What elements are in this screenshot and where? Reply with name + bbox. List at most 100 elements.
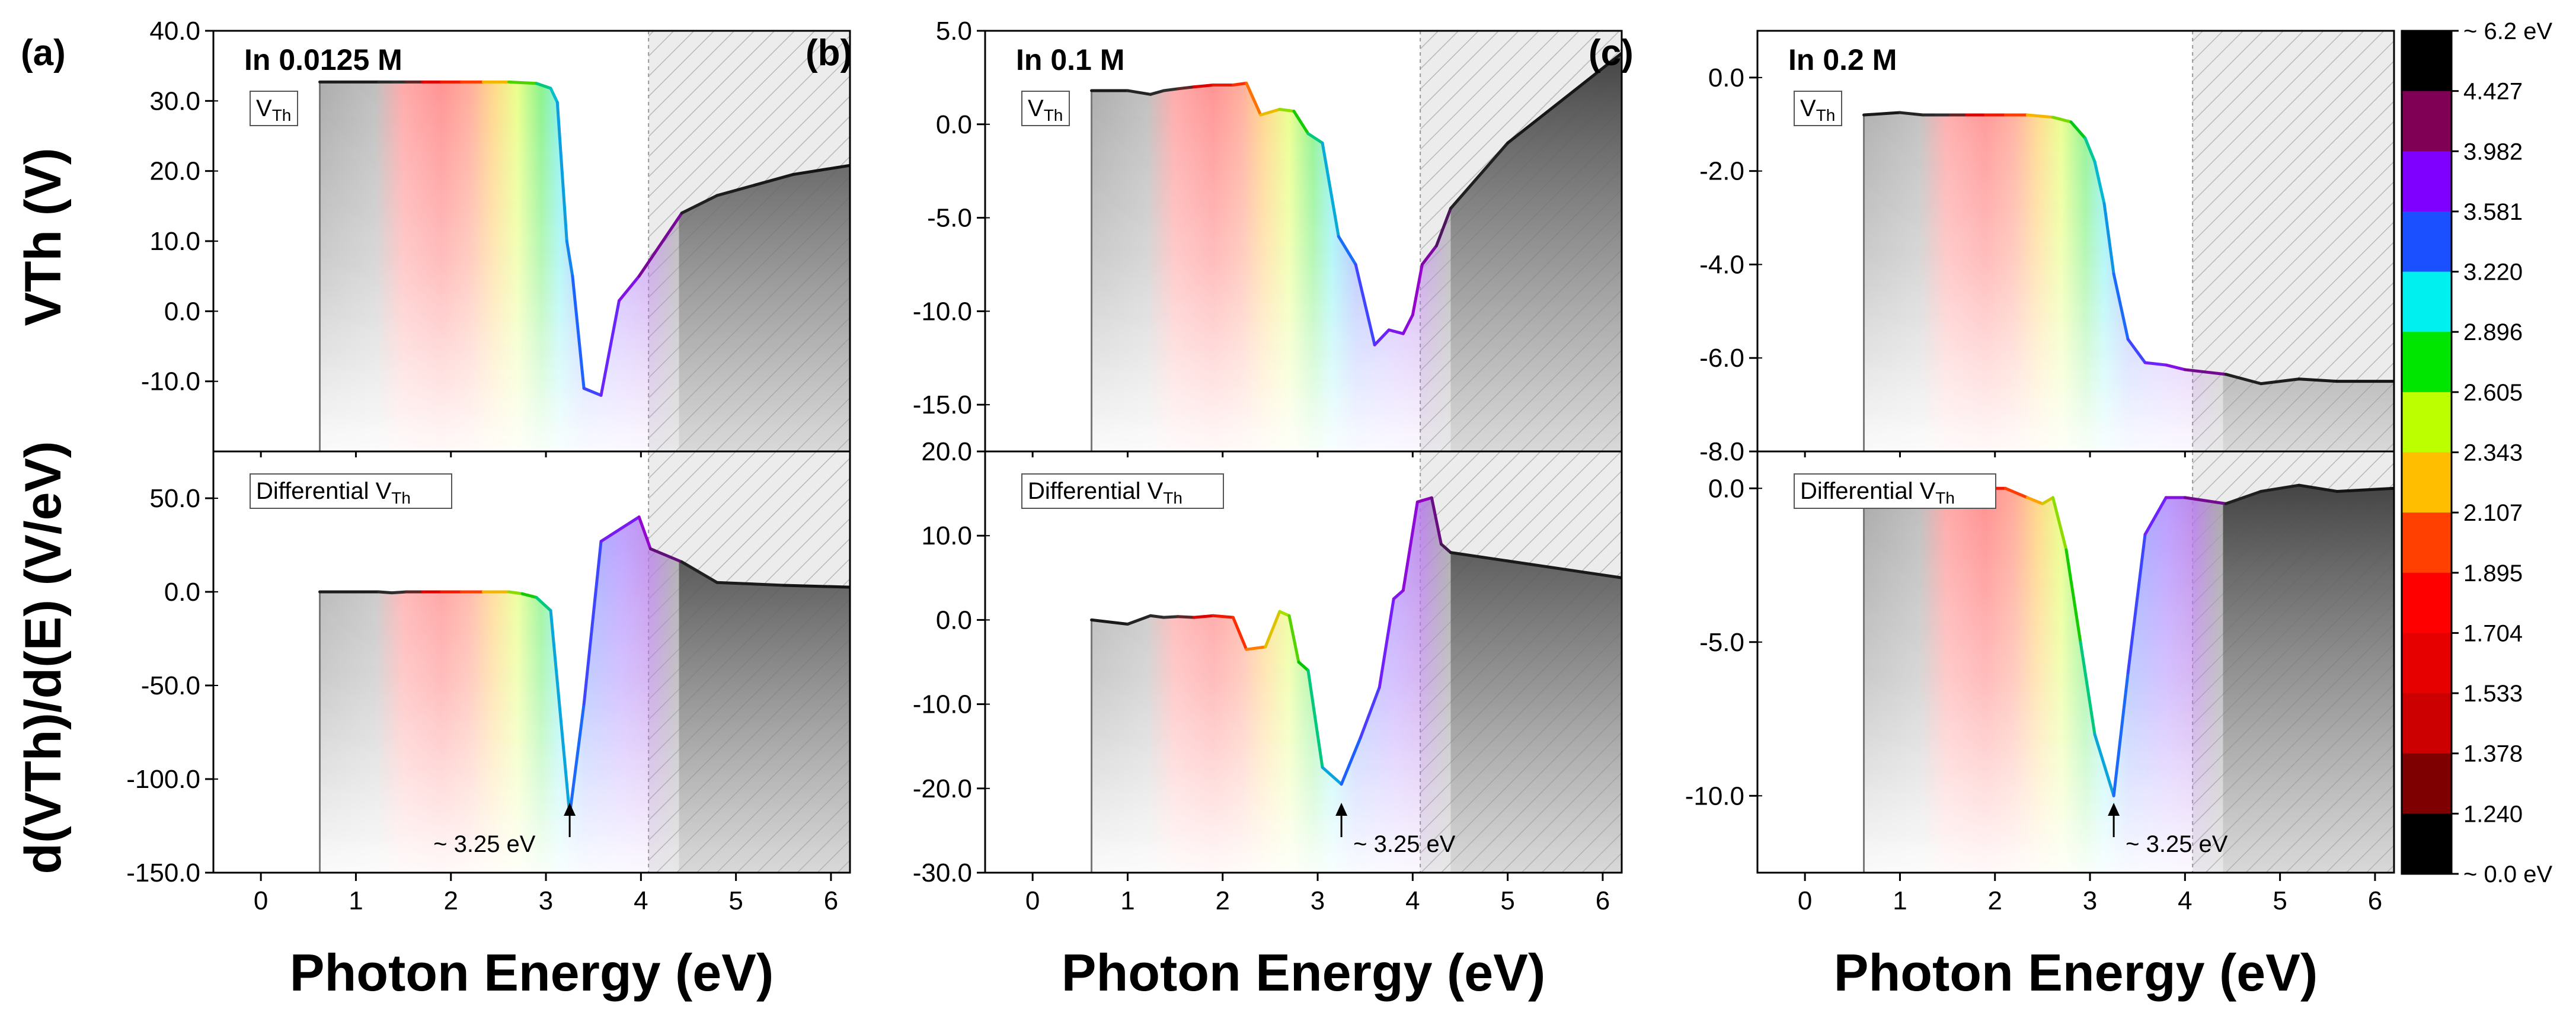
data-segment bbox=[2335, 486, 2394, 493]
data-segment bbox=[549, 609, 571, 816]
x-tick-label: 6 bbox=[1596, 886, 1610, 915]
data-segment bbox=[1245, 81, 1263, 117]
y-tick-label: -20.0 bbox=[913, 774, 972, 803]
y-tick-label: -10.0 bbox=[913, 297, 972, 326]
data-segment bbox=[507, 590, 524, 595]
data-segment bbox=[637, 515, 652, 550]
y-tick-label: -2.0 bbox=[1699, 157, 1744, 186]
x-tick-label: 3 bbox=[2083, 886, 2097, 915]
panel-label: (b) bbox=[806, 33, 852, 73]
y-tick-label: -150.0 bbox=[126, 858, 200, 887]
subplot-b-diff: -30.0 -20.0 -10.0 0.0 10.0 20.0 0 1 2 3 4 5 6 Differe… bbox=[913, 437, 1623, 915]
annotation-label: ~ 3.25 eV bbox=[433, 831, 536, 857]
data-segment bbox=[1439, 542, 1452, 555]
colorbar-segment bbox=[2402, 813, 2452, 874]
differential-label-box bbox=[250, 473, 452, 509]
data-segment bbox=[1411, 262, 1424, 317]
hatched-fill bbox=[679, 165, 850, 451]
annotation-arrowhead bbox=[2108, 803, 2120, 816]
vth-label: VTh bbox=[1800, 95, 1835, 124]
colorbar-label: 3.982 bbox=[2463, 139, 2523, 165]
colorbar-segment bbox=[2402, 91, 2452, 152]
hatched-fill bbox=[1450, 53, 1622, 451]
data-segment bbox=[1193, 84, 1215, 89]
y-tick-label: 0.0 bbox=[936, 605, 972, 635]
data-segment bbox=[680, 560, 719, 584]
panel-label: (a) bbox=[21, 33, 66, 73]
x-tick-label: 6 bbox=[824, 886, 838, 915]
plot-area bbox=[1090, 31, 1622, 451]
data-segment bbox=[2083, 136, 2096, 164]
data-segment bbox=[1090, 618, 1129, 626]
data-segment bbox=[2069, 120, 2087, 140]
data-segment bbox=[568, 703, 586, 816]
colorbar-segment bbox=[2402, 633, 2452, 694]
colorbar-label: 1.378 bbox=[2463, 741, 2523, 767]
x-tick-label: 2 bbox=[1988, 886, 2002, 915]
data-segment bbox=[2183, 496, 2227, 505]
colorbar-label: 2.107 bbox=[2463, 500, 2523, 526]
colorbar-label: 1.704 bbox=[2463, 620, 2523, 646]
data-segment bbox=[1149, 614, 1165, 619]
data-segment bbox=[1297, 661, 1310, 672]
x-tick-label: 0 bbox=[1025, 886, 1040, 915]
y-tick-label: 20.0 bbox=[149, 157, 200, 186]
data-segment bbox=[2041, 496, 2055, 505]
x-tick-label: 1 bbox=[1120, 886, 1134, 915]
data-segment bbox=[2112, 671, 2130, 797]
data-segment bbox=[599, 515, 641, 543]
data-segment bbox=[571, 274, 586, 390]
data-segment bbox=[520, 592, 538, 599]
x-tick-label: 4 bbox=[2178, 886, 2192, 915]
x-tick-label: 2 bbox=[444, 886, 458, 915]
axes-frame bbox=[212, 450, 851, 874]
data-segment bbox=[715, 581, 785, 587]
data-segment bbox=[1292, 110, 1310, 136]
subplot-b-vth: -15.0 -10.0 -5.0 0.0 5.0 (b) In 0.1 M VTh bbox=[806, 17, 1623, 457]
hatched-fill bbox=[679, 560, 850, 873]
plot-area bbox=[1862, 31, 2394, 451]
data-segment bbox=[1506, 52, 1622, 145]
data-segment bbox=[2143, 361, 2168, 367]
x-tick-label: 2 bbox=[1216, 886, 1230, 915]
data-segment bbox=[2102, 202, 2115, 275]
y-axis-title-bottom: d(VTh)/d(E) (V/eV) bbox=[15, 441, 72, 874]
x-tick-label: 3 bbox=[539, 886, 553, 915]
y-tick-label: 0.0 bbox=[1708, 63, 1744, 92]
data-segment bbox=[1337, 235, 1357, 266]
data-segment bbox=[1126, 614, 1152, 626]
subplot-c-vth: -8.0 -6.0 -4.0 -2.0 0.0 (c) In 0.2 M VTh bbox=[1589, 30, 2395, 466]
data-segment bbox=[1401, 500, 1419, 592]
y-tick-label: -10.0 bbox=[141, 367, 200, 396]
colorbar-segment bbox=[2402, 332, 2452, 393]
colorbar-label: 3.220 bbox=[2463, 259, 2523, 286]
data-segment bbox=[1378, 597, 1395, 689]
data-segment bbox=[1373, 328, 1391, 347]
x-tick-label: 6 bbox=[2368, 886, 2382, 915]
subplot-a-vth: -10.0 0.0 10.0 20.0 30.0 40.0 (a) In 0.0125 M VT… bbox=[21, 17, 851, 457]
data-segment bbox=[2297, 483, 2339, 493]
data-segment bbox=[2112, 272, 2130, 341]
data-segment bbox=[565, 239, 574, 278]
data-segment bbox=[1126, 89, 1152, 96]
data-segment bbox=[2051, 496, 2068, 552]
colorbar-label: ~ 6.2 eV bbox=[2463, 18, 2552, 44]
data-segment bbox=[1340, 736, 1362, 786]
x-axis-title: Photon Energy (eV) bbox=[1834, 943, 2318, 1002]
data-segment bbox=[1392, 589, 1405, 601]
data-segment bbox=[1231, 616, 1248, 651]
differential-label: Differential VTh bbox=[1800, 478, 1955, 507]
colorbar-label: 2.605 bbox=[2463, 380, 2523, 406]
data-segment bbox=[555, 101, 568, 243]
data-segment bbox=[680, 194, 719, 215]
y-tick-label: 50.0 bbox=[149, 484, 200, 513]
x-tick-label: 3 bbox=[1311, 886, 1325, 915]
hatched-fill bbox=[2223, 374, 2394, 451]
data-segment bbox=[1149, 89, 1165, 96]
vth-label-box bbox=[1021, 91, 1070, 126]
data-segment bbox=[637, 212, 683, 278]
y-tick-label: 0.0 bbox=[936, 110, 972, 139]
colorbar-segment bbox=[2402, 753, 2452, 814]
colorbar-label: ~ 0.0 eV bbox=[2463, 861, 2552, 887]
colorbar-segment bbox=[2402, 452, 2452, 513]
